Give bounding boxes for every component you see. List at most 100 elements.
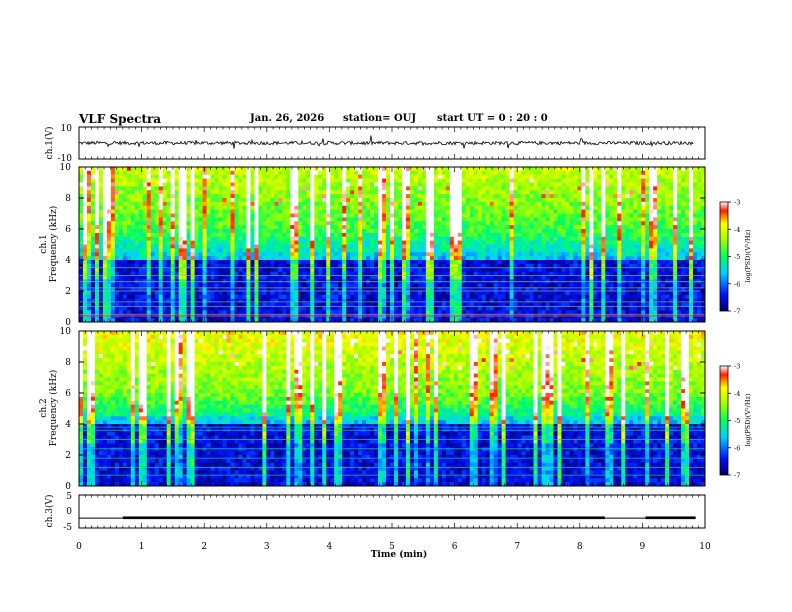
spectrogram-cell [130, 263, 136, 269]
spectrogram-cell [641, 225, 646, 230]
spectrogram-cell [629, 256, 634, 261]
spectrogram-cell [154, 225, 160, 230]
spectrogram-cell [561, 190, 566, 195]
spectrogram-cell [505, 217, 511, 222]
spectrogram-cell [393, 240, 399, 245]
spectrogram-cell [601, 240, 606, 245]
spectrogram-cell [246, 225, 251, 230]
spectrogram-cell [453, 174, 459, 180]
spectrogram-cell [617, 240, 622, 245]
spectrogram-cell [617, 260, 622, 265]
spectrogram-cell [537, 271, 542, 276]
spectrogram-cell [561, 178, 566, 183]
spectrogram-cell [593, 209, 598, 214]
spectrogram-cell [441, 201, 447, 207]
spectrogram-cell [198, 236, 204, 242]
spectrogram-cell [401, 225, 407, 230]
spectrogram-cell [302, 205, 307, 211]
spectrogram-cell [493, 229, 499, 234]
spectrogram-cell [693, 209, 698, 214]
spectrogram-cell [673, 182, 678, 187]
spectrogram-cell [210, 198, 215, 203]
spectrogram-cell [354, 256, 359, 261]
spectrogram-cell [94, 217, 100, 222]
spectrogram-cell [314, 248, 319, 253]
spectrogram-cell [274, 225, 279, 230]
spectrogram-cell [354, 205, 359, 211]
spectrogram-cell [126, 182, 132, 187]
spectrogram-cell [378, 178, 383, 183]
spectrogram-cell [669, 260, 674, 265]
spectrogram-cell [441, 205, 447, 211]
spectrogram-cell [238, 229, 243, 234]
spectrogram-cell [609, 217, 614, 222]
spectrogram-cell [326, 267, 331, 273]
spectrogram-cell [513, 167, 518, 172]
spectrogram-cell [198, 182, 204, 187]
spectrogram-cell [166, 209, 172, 214]
spectrogram-cell [178, 248, 184, 253]
spectrogram-cell [142, 263, 148, 269]
start-time-label: start UT = 0 : 20 : 0 [437, 113, 548, 124]
spectrogram-cell [390, 217, 395, 222]
spectrogram-cell [138, 170, 144, 176]
spectrogram-cell [122, 182, 128, 187]
spectrogram-cell [294, 263, 299, 269]
spectrogram-cell [102, 221, 108, 226]
spectrogram-cell [118, 201, 124, 207]
spectrogram-cell [697, 225, 702, 230]
spectrogram-cell [218, 263, 223, 269]
spectrogram-cell [445, 248, 451, 253]
spectrogram-cell [186, 209, 192, 214]
spectrogram-cell [298, 271, 303, 276]
spectrogram-cell [358, 248, 363, 253]
spectrogram-cell [86, 232, 92, 238]
spectrogram-cell [509, 271, 515, 276]
spectrogram-cell [693, 232, 698, 238]
spectrogram-cell [330, 244, 335, 249]
spectrogram-cell [581, 198, 586, 203]
spectrogram-cell [465, 190, 471, 195]
spectrogram-cell [346, 170, 351, 176]
spectrogram-cell [162, 232, 168, 238]
spectrogram-cell [374, 275, 379, 280]
spectrogram-cell [174, 244, 180, 249]
spectrogram-cell [390, 256, 395, 261]
spectrogram-cell [469, 201, 475, 207]
spectrogram-cell [581, 244, 586, 249]
spectrogram-cell [166, 167, 172, 172]
spectrogram-cell [645, 201, 650, 207]
spectrogram-cell [497, 190, 503, 195]
spectrogram-cell [298, 256, 303, 261]
spectrogram-cell [154, 271, 160, 276]
spectrogram-cell [94, 167, 100, 172]
spectrogram-cell [138, 178, 144, 183]
spectrogram-cell [234, 232, 239, 238]
spectrogram-cell [362, 190, 367, 195]
spectrogram-cell [509, 178, 515, 183]
spectrogram-cell [677, 194, 682, 199]
spectrogram-cell [689, 263, 694, 269]
spectrogram-cell [533, 221, 538, 226]
spectrogram-cell [621, 236, 626, 242]
spectrogram-cell [194, 236, 200, 242]
spectrogram-cell [302, 178, 307, 183]
spectrogram-cell [673, 217, 678, 222]
spectrogram-cell [569, 182, 574, 187]
spectrogram-cell [693, 256, 698, 261]
spectrogram-cell [505, 263, 511, 269]
spectrogram-cell [497, 217, 503, 222]
spectrogram-cell [457, 190, 463, 195]
spectrogram-cell [250, 174, 255, 180]
spectrogram-cell [326, 205, 331, 211]
spectrogram-cell [501, 271, 507, 276]
spectrogram-cell [378, 201, 383, 207]
spectrogram-cell [206, 225, 211, 230]
spectrogram-cell [262, 178, 267, 183]
spectrogram-cell [457, 244, 463, 249]
spectrogram-cell [342, 213, 347, 218]
spectrogram-cell [190, 198, 196, 203]
spectrogram-cell [597, 232, 602, 238]
spectrogram-cell [182, 182, 188, 187]
spectrogram-cell [126, 236, 132, 242]
